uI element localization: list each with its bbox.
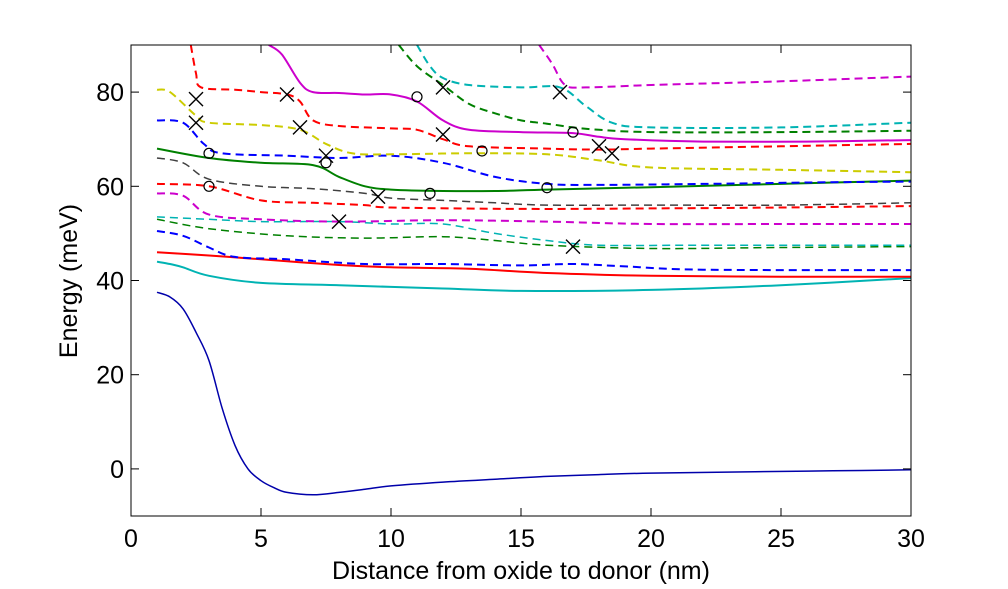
series-line-yellow-dash-63 xyxy=(156,88,911,174)
circle-marker xyxy=(411,91,423,103)
y-tick-label: 60 xyxy=(96,173,124,201)
series-line-red-dash-55 xyxy=(156,182,911,210)
y-axis-title: Energy (meV) xyxy=(55,204,83,358)
series-line-cyan-dash-73 xyxy=(416,45,911,129)
cross-marker xyxy=(292,119,308,135)
circle-marker xyxy=(476,145,488,157)
cross-marker xyxy=(552,84,568,100)
series-line-red-dash-68 xyxy=(189,45,911,151)
series-line-cyan-solid xyxy=(156,260,911,292)
circle-marker xyxy=(541,182,553,194)
circle-marker xyxy=(567,126,579,138)
x-axis-title: Distance from oxide to donor (nm) xyxy=(332,557,710,585)
series-line-ground xyxy=(156,291,911,496)
circle-marker xyxy=(424,187,436,199)
cross-marker xyxy=(591,138,607,154)
cross-marker xyxy=(188,115,204,131)
cross-marker xyxy=(604,145,620,161)
x-tick-label: 20 xyxy=(637,525,665,553)
axes-layer: 0 5 10 15 20 25 30 0 20 40 60 80 xyxy=(96,44,925,553)
cross-marker xyxy=(331,214,347,230)
x-tick-label: 30 xyxy=(897,525,925,553)
y-tick-label: 20 xyxy=(96,362,124,390)
circle-marker xyxy=(203,180,215,192)
cross-marker xyxy=(279,86,295,102)
series-layer xyxy=(156,45,911,496)
series-line-magenta-dash-52 xyxy=(156,192,911,226)
y-tick-label: 40 xyxy=(96,268,124,296)
circle-marker xyxy=(203,147,215,159)
cross-marker xyxy=(435,126,451,142)
series-line-green-dash-71 xyxy=(398,45,911,134)
cross-marker xyxy=(565,239,581,255)
series-line-magenta-solid-70 xyxy=(268,45,911,143)
cross-marker xyxy=(188,91,204,107)
x-tick-label: 0 xyxy=(124,525,138,553)
x-tick-label: 15 xyxy=(507,525,535,553)
series-line-green-solid-60 xyxy=(156,147,911,193)
x-tick-label: 25 xyxy=(767,525,795,553)
circle-marker xyxy=(320,157,332,169)
series-line-blue-dash-61 xyxy=(156,119,911,186)
y-tick-label: 0 xyxy=(110,456,124,484)
series-line-green-dash-47 xyxy=(156,218,911,250)
y-tick-label: 80 xyxy=(96,79,124,107)
marker-layer xyxy=(188,79,620,255)
cross-marker xyxy=(370,189,386,205)
x-tick-label: 10 xyxy=(377,525,405,553)
x-tick-label: 5 xyxy=(254,525,268,553)
cross-marker xyxy=(435,79,451,95)
series-line-blue-dash-44 xyxy=(156,230,911,272)
